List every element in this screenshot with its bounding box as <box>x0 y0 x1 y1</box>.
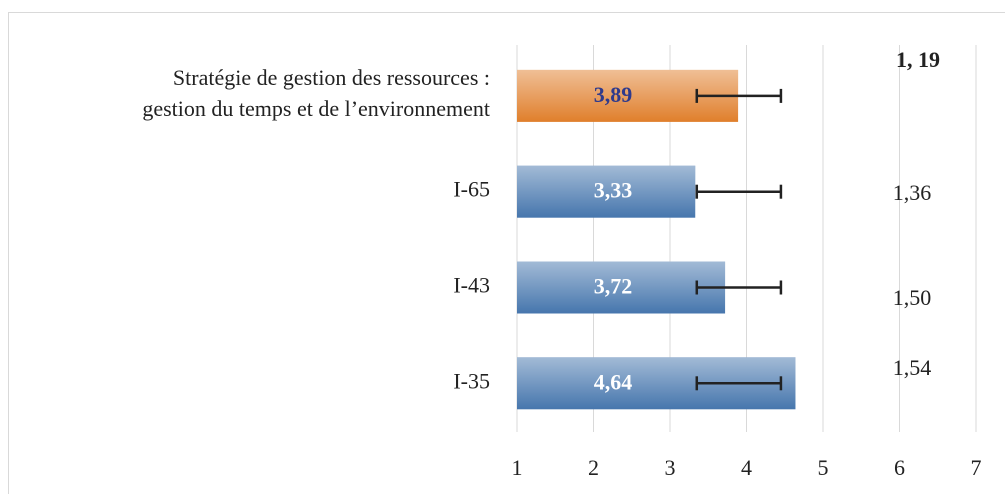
x-tick-label: 1 <box>512 455 523 480</box>
bar-shine <box>517 165 696 218</box>
value-label: 3,89 <box>594 82 633 107</box>
chart-border <box>8 12 1005 494</box>
category-label: gestion du temps et de l’environnement <box>142 96 490 121</box>
x-tick-label: 5 <box>818 455 829 480</box>
x-tick-label: 4 <box>741 455 752 480</box>
x-tick-label: 7 <box>971 455 982 480</box>
annotation: 1,50 <box>893 285 932 310</box>
value-label: 4,64 <box>594 369 633 394</box>
category-label: I-65 <box>453 177 490 202</box>
x-tick-label: 6 <box>894 455 905 480</box>
value-label: 3,33 <box>594 178 633 203</box>
x-tick-label: 2 <box>588 455 599 480</box>
category-label: Stratégie de gestion des ressources : <box>173 65 490 90</box>
category-label: I-43 <box>453 273 490 298</box>
category-label: I-35 <box>453 368 490 393</box>
bar-shine <box>517 261 726 314</box>
annotation: 1,36 <box>893 180 932 205</box>
annotation: 1, 19 <box>896 47 940 72</box>
x-tick-label: 3 <box>665 455 676 480</box>
value-label: 3,72 <box>594 274 633 299</box>
annotation: 1,54 <box>893 355 932 380</box>
